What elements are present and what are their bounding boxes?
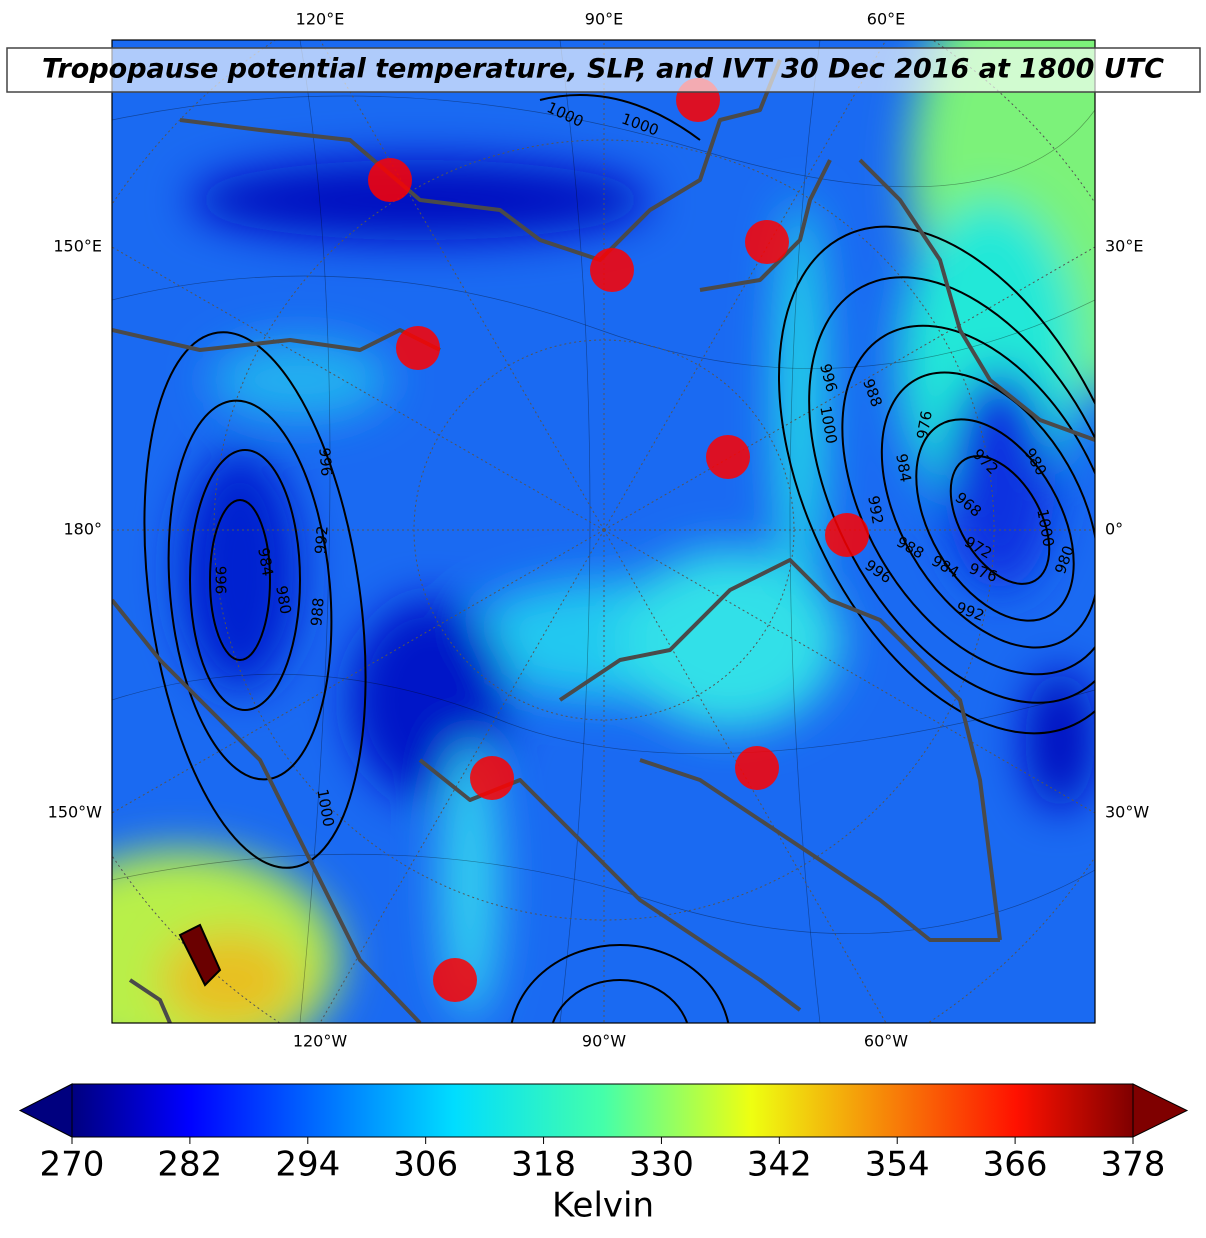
- colorbar-tick-label: 306: [393, 1145, 458, 1185]
- contour-label-group: 992: [311, 525, 331, 555]
- colorbar-tick-label: 294: [275, 1145, 340, 1185]
- theta-contours: [112, 40, 1095, 1023]
- lon-label: 60°W: [864, 1032, 908, 1051]
- lon-label: 90°E: [585, 10, 623, 29]
- contour-label: 996: [212, 566, 230, 595]
- lon-label: 150°W: [48, 803, 103, 822]
- colorbar-tick-label: 366: [983, 1145, 1048, 1185]
- contour-label: 984: [892, 452, 915, 483]
- contour-label-group: 984: [254, 546, 277, 577]
- contour-label: 980: [272, 584, 295, 615]
- coastlines: [112, 59, 1095, 1023]
- lon-label: 90°W: [582, 1032, 626, 1051]
- contour-label-group: 980: [272, 584, 295, 615]
- lon-label: 30°E: [1105, 237, 1143, 256]
- contour-label: 988: [307, 597, 327, 627]
- colorbar-tick-label: 330: [629, 1145, 694, 1185]
- colorbar-tick-label: 270: [40, 1145, 105, 1185]
- title: Tropopause potential temperature, SLP, a…: [42, 54, 1164, 85]
- contour-label: 996: [315, 447, 335, 477]
- colorbar-tick-label: 282: [157, 1145, 222, 1185]
- colorbar-label: Kelvin: [552, 1186, 654, 1226]
- colorbar-tick-label: 354: [865, 1145, 930, 1185]
- title-box: [6, 47, 1201, 93]
- contour-label: 984: [254, 546, 277, 577]
- contour-label: 992: [311, 525, 331, 555]
- contour-label-group: 996: [315, 447, 335, 477]
- colorbar-tick-label: 318: [511, 1145, 576, 1185]
- contour-label-group: 984: [892, 452, 915, 483]
- colorbar-tick-label: 378: [1101, 1145, 1166, 1185]
- contour-label-group: 996: [212, 566, 230, 595]
- contour-label: 976: [913, 409, 936, 440]
- colorbar-body: [71, 1083, 1134, 1138]
- colorbar-tick-label: 342: [747, 1145, 812, 1185]
- lon-label: 150°E: [53, 237, 102, 256]
- ivt-markers: [368, 78, 869, 1002]
- colorbar-extend-high: [1132, 1083, 1189, 1138]
- contour-label: 992: [864, 494, 887, 525]
- contour-label-group: 992: [864, 494, 887, 525]
- lon-label: 0°: [1105, 520, 1123, 539]
- map-frame: [111, 39, 1096, 1024]
- contour-label-group: 976: [913, 409, 936, 440]
- slp-contours: [143, 94, 1095, 1023]
- lon-label: 60°E: [867, 10, 905, 29]
- lon-label: 180°: [63, 520, 102, 539]
- colorbar: Kelvin 270 282 294 306 318 330 342 354 366 378: [18, 1083, 1189, 1226]
- contour-label-group: 988: [307, 597, 327, 627]
- lon-label: 30°W: [1105, 803, 1149, 822]
- lon-label: 120°E: [296, 10, 345, 29]
- lon-label: 120°W: [293, 1032, 348, 1051]
- max-region: [178, 923, 222, 987]
- colorbar-extend-low: [18, 1083, 73, 1138]
